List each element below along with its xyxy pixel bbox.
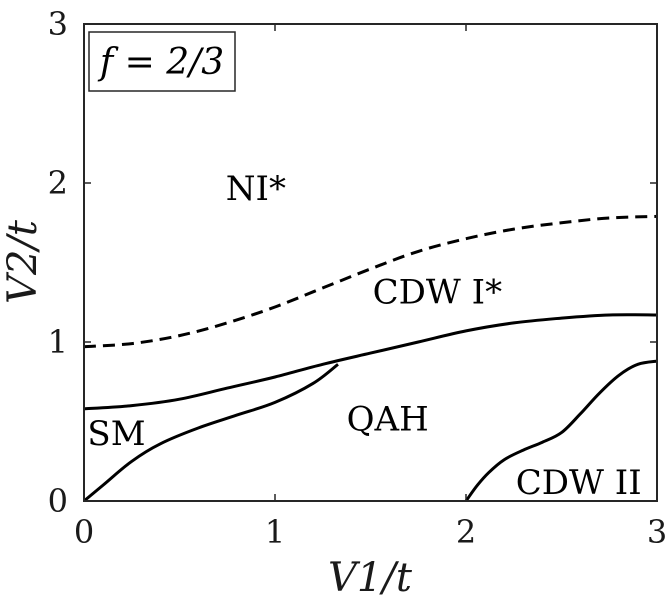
y-tick-label: 1: [48, 323, 68, 361]
y-tick-label: 3: [48, 5, 68, 43]
y-tick-label: 0: [48, 482, 68, 520]
legend-frame: [88, 31, 236, 92]
x-tick-label: 2: [456, 513, 476, 551]
ticks-layer: 0 1 2 3 0 1 2 3: [48, 5, 668, 551]
plot-frame: [83, 23, 658, 502]
region-label-qah: QAH: [347, 400, 429, 440]
x-tick-label: 3: [647, 513, 667, 551]
x-tick-label: 1: [265, 513, 285, 551]
y-axis-label: V2/t: [0, 219, 46, 304]
boundary-line-3: [83, 363, 339, 503]
plot-layer: NI* CDW I* SM QAH CDW II: [83, 169, 658, 503]
region-label-cdw-ii: CDW II: [516, 463, 642, 503]
region-label-ni: NI*: [226, 169, 286, 209]
x-axis-label: V1/t: [328, 555, 413, 601]
boundary-line-1: [83, 214, 658, 349]
y-tick-label: 2: [48, 164, 68, 202]
boundary-line-2: [83, 313, 658, 411]
region-label-sm: SM: [87, 414, 145, 454]
parameter-legend-box: f = 2/3: [88, 31, 236, 92]
legend-text: f = 2/3: [97, 42, 224, 83]
region-label-cdw-i: CDW I*: [373, 272, 502, 312]
boundary-line-4: [464, 359, 658, 502]
x-tick-label: 0: [74, 513, 94, 551]
